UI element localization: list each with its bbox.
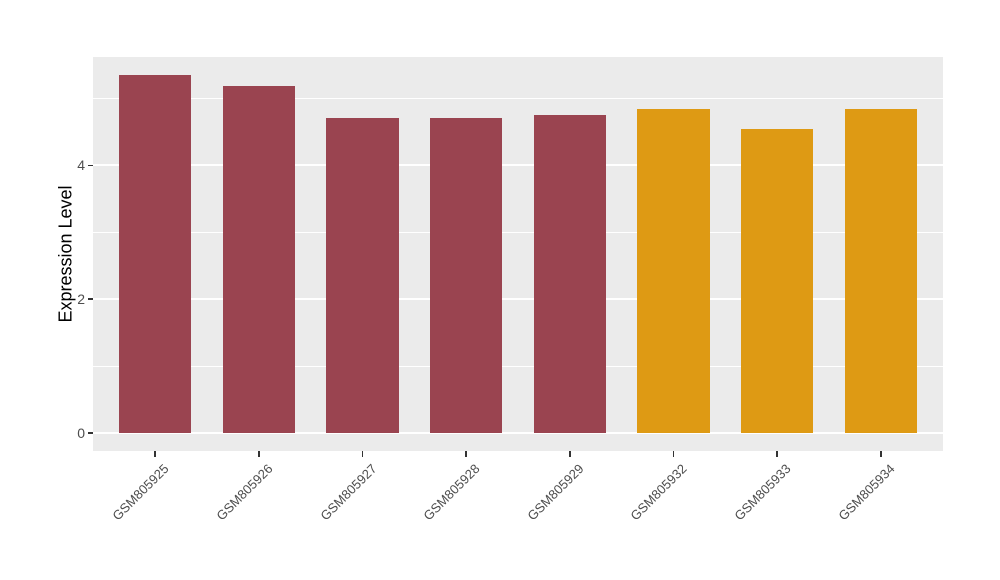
x-axis-tick-label: GSM805926 [213,461,276,524]
x-axis-tick-label: GSM805933 [731,461,794,524]
bar-GSM805928 [429,117,503,433]
x-axis-tick-label: GSM805932 [627,461,691,524]
x-axis-tick [361,451,364,457]
y-axis-tick-label: 4 [77,157,85,174]
bar-GSM805927 [326,117,399,433]
x-axis-tick [465,451,467,457]
x-axis-tick [672,451,675,457]
bar-GSM805932 [637,109,710,433]
plot-panel [93,57,943,451]
x-axis-tick [776,451,778,457]
y-axis-tick [88,432,93,434]
bar-GSM805925 [118,75,192,433]
bar-GSM805929 [533,114,607,433]
x-axis-tick-label: GSM805928 [420,461,483,524]
bar-GSM805934 [844,109,918,433]
x-axis-tick [154,451,156,457]
x-axis-tick-label: GSM805929 [524,461,587,524]
bar-GSM805933 [740,128,814,433]
x-axis-tick [258,451,260,457]
x-axis-tick [569,451,571,457]
y-axis-tick-label: 0 [77,424,85,441]
x-axis-tick [880,451,882,457]
y-axis-tick [88,164,93,167]
y-axis-tick-label: 2 [77,291,85,308]
x-axis-tick-label: GSM805927 [316,461,380,524]
x-axis-tick-label: GSM805934 [835,461,898,524]
y-axis-tick [88,298,93,300]
bar-GSM805926 [222,85,296,433]
x-axis-tick-label: GSM805925 [109,461,172,524]
